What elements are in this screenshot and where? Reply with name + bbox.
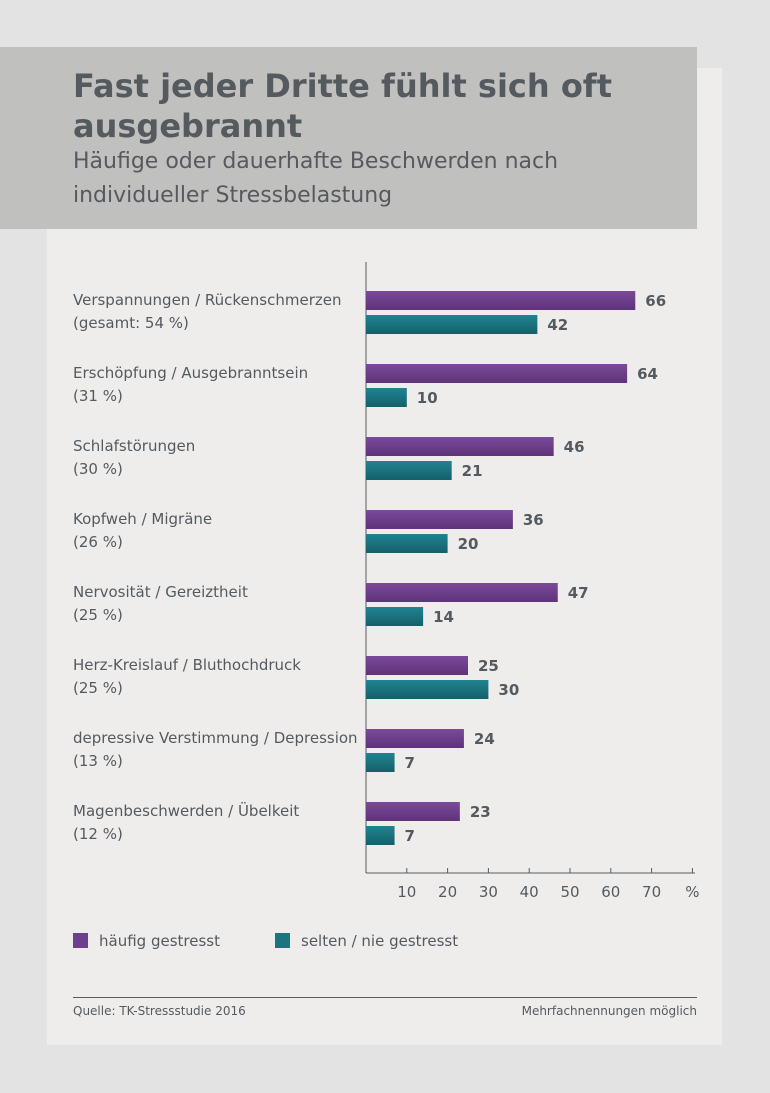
bar-haeufig xyxy=(366,291,636,310)
bar-selten xyxy=(366,680,489,699)
category-overall-share: (30 %) xyxy=(73,460,123,478)
bar-selten xyxy=(366,534,448,553)
legend-label: häufig gestresst xyxy=(99,932,220,950)
category-overall-share: (12 %) xyxy=(73,825,123,843)
category-label: Herz-Kreislauf / Bluthochdruck (25 %) xyxy=(73,654,363,700)
bar-value-label: 10 xyxy=(417,389,438,407)
bar-value-label: 7 xyxy=(405,827,415,845)
category-name: Verspannungen / Rückenschmerzen xyxy=(73,291,342,309)
bar-selten xyxy=(366,753,395,772)
x-tick-label: 30 xyxy=(479,883,498,901)
bar-value-label: 7 xyxy=(405,754,415,772)
category-overall-share: (26 %) xyxy=(73,533,123,551)
bar-haeufig xyxy=(366,656,468,675)
bar-selten xyxy=(366,388,407,407)
chart-card xyxy=(47,68,722,1045)
legend-swatch-teal xyxy=(275,933,290,948)
bar-value-label: 21 xyxy=(462,462,483,480)
bar-selten xyxy=(366,607,424,626)
x-tick-label: 60 xyxy=(601,883,620,901)
category-name: Magenbeschwerden / Übelkeit xyxy=(73,802,300,820)
bar-value-label: 66 xyxy=(645,292,666,310)
bar-value-label: 23 xyxy=(470,803,491,821)
category-name: Erschöpfung / Ausgebranntsein xyxy=(73,364,309,382)
x-tick-label: 10 xyxy=(397,883,416,901)
bar-haeufig xyxy=(366,510,513,529)
category-name: Nervosität / Gereiztheit xyxy=(73,583,248,601)
category-name: Herz-Kreislauf / Bluthochdruck xyxy=(73,656,301,674)
source-note: Quelle: TK-Stressstudie 2016 xyxy=(73,1004,246,1018)
x-tick-label: % xyxy=(685,883,699,901)
bar-haeufig xyxy=(366,437,554,456)
category-label: Kopfweh / Migräne (26 %) xyxy=(73,508,363,554)
category-label: Verspannungen / Rückenschmerzen (gesamt: … xyxy=(73,289,363,335)
bar-selten xyxy=(366,461,452,480)
category-name: depressive Verstimmung / Depression xyxy=(73,729,358,747)
category-overall-share: (25 %) xyxy=(73,679,123,697)
legend-swatch-purple xyxy=(73,933,88,948)
bar-value-label: 20 xyxy=(458,535,479,553)
chart-subtitle: Häufige oder dauerhafte Beschwerden nach… xyxy=(73,149,559,208)
category-label: Erschöpfung / Ausgebranntsein (31 %) xyxy=(73,362,363,408)
bar-value-label: 25 xyxy=(478,657,499,675)
bar-value-label: 36 xyxy=(523,511,544,529)
chart-title: Fast jeder Dritte fühlt sich oft ausgebr… xyxy=(73,67,613,145)
x-tick-label: 70 xyxy=(642,883,661,901)
category-name: Schlafstörungen xyxy=(73,437,196,455)
category-overall-share: (31 %) xyxy=(73,387,123,405)
x-tick-label: 50 xyxy=(560,883,579,901)
bar-haeufig xyxy=(366,802,460,821)
category-overall-share: (gesamt: 54 %) xyxy=(73,314,189,332)
bar-value-label: 14 xyxy=(433,608,454,626)
header-banner xyxy=(0,47,697,229)
bar-value-label: 64 xyxy=(637,365,658,383)
bar-value-label: 24 xyxy=(474,730,495,748)
bar-haeufig xyxy=(366,583,558,602)
bar-haeufig xyxy=(366,729,464,748)
category-label: Magenbeschwerden / Übelkeit (12 %) xyxy=(73,800,363,846)
footer-divider xyxy=(73,997,697,998)
bar-haeufig xyxy=(366,364,628,383)
multiple-answers-note: Mehrfachnennungen möglich xyxy=(521,1004,697,1018)
x-tick-label: 20 xyxy=(438,883,457,901)
x-tick-label: 40 xyxy=(520,883,539,901)
category-overall-share: (13 %) xyxy=(73,752,123,770)
category-name: Kopfweh / Migräne xyxy=(73,510,213,528)
category-label: depressive Verstimmung / Depression (13 %… xyxy=(73,727,363,773)
legend-label: selten / nie gestresst xyxy=(301,932,459,950)
category-label: Schlafstörungen (30 %) xyxy=(73,435,363,481)
category-label: Nervosität / Gereiztheit (25 %) xyxy=(73,581,363,627)
bar-value-label: 46 xyxy=(564,438,585,456)
bar-selten xyxy=(366,315,538,334)
category-overall-share: (25 %) xyxy=(73,606,123,624)
bar-value-label: 47 xyxy=(568,584,589,602)
bar-value-label: 30 xyxy=(498,681,519,699)
bar-value-label: 42 xyxy=(547,316,568,334)
bar-selten xyxy=(366,826,395,845)
